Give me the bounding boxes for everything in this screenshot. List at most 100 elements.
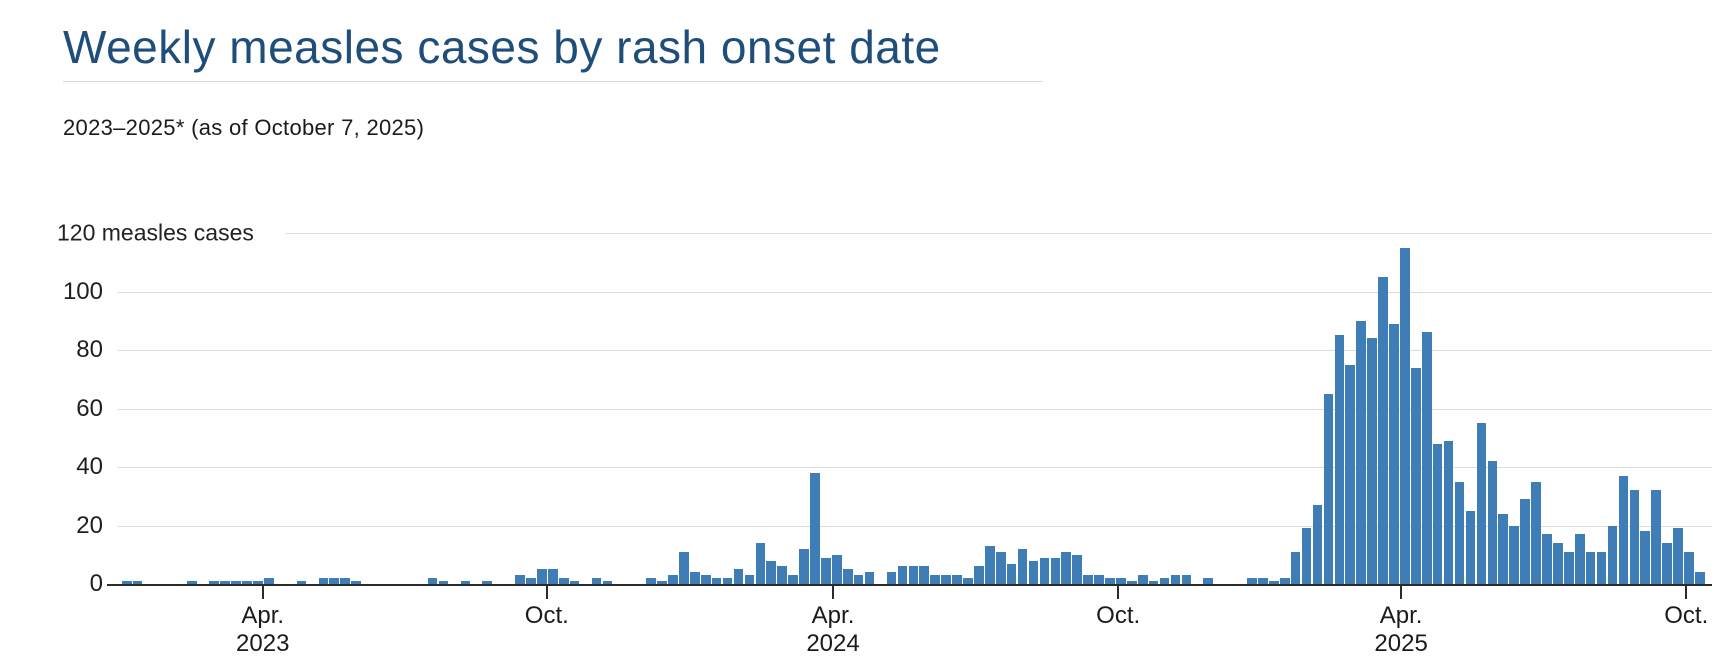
weekly-cases-bar[interactable]	[974, 566, 984, 584]
weekly-cases-bar[interactable]	[1290, 551, 1301, 584]
weekly-cases-bar[interactable]	[1279, 578, 1290, 584]
weekly-cases-bar[interactable]	[930, 575, 940, 584]
weekly-cases-bar[interactable]	[1323, 393, 1334, 584]
weekly-cases-bar[interactable]	[1389, 323, 1399, 584]
weekly-cases-bar[interactable]	[1531, 481, 1541, 584]
weekly-cases-bar[interactable]	[700, 575, 711, 584]
weekly-cases-bar[interactable]	[1312, 505, 1323, 584]
weekly-cases-bar[interactable]	[1411, 367, 1421, 584]
weekly-cases-bar[interactable]	[1301, 528, 1312, 584]
weekly-cases-bar[interactable]	[995, 551, 1006, 584]
weekly-cases-bar[interactable]	[602, 581, 613, 584]
weekly-cases-bar[interactable]	[657, 581, 667, 584]
weekly-cases-bar[interactable]	[1563, 551, 1574, 584]
weekly-cases-bar[interactable]	[853, 575, 864, 584]
weekly-cases-bar[interactable]	[1356, 320, 1367, 584]
weekly-cases-bar[interactable]	[1553, 543, 1563, 584]
weekly-cases-bar[interactable]	[690, 572, 700, 584]
weekly-cases-bar[interactable]	[1651, 490, 1661, 584]
weekly-cases-bar[interactable]	[1640, 531, 1651, 584]
weekly-cases-bar[interactable]	[1695, 572, 1705, 584]
weekly-cases-bar[interactable]	[777, 566, 787, 584]
weekly-cases-bar[interactable]	[253, 581, 263, 584]
weekly-cases-bar[interactable]	[1662, 543, 1672, 584]
weekly-cases-bar[interactable]	[558, 578, 569, 584]
weekly-cases-bar[interactable]	[646, 578, 656, 584]
weekly-cases-bar[interactable]	[1159, 578, 1170, 584]
weekly-cases-bar[interactable]	[460, 581, 471, 584]
weekly-cases-bar[interactable]	[1247, 578, 1257, 584]
weekly-cases-bar[interactable]	[1400, 247, 1410, 584]
weekly-cases-bar[interactable]	[296, 581, 307, 584]
weekly-cases-bar[interactable]	[1017, 548, 1028, 584]
weekly-cases-bar[interactable]	[668, 575, 678, 584]
weekly-cases-bar[interactable]	[799, 548, 809, 584]
weekly-cases-bar[interactable]	[1443, 440, 1454, 584]
weekly-cases-bar[interactable]	[755, 543, 766, 584]
weekly-cases-bar[interactable]	[1116, 578, 1126, 584]
weekly-cases-bar[interactable]	[679, 551, 689, 584]
weekly-cases-bar[interactable]	[121, 581, 132, 584]
weekly-cases-bar[interactable]	[963, 578, 973, 584]
weekly-cases-bar[interactable]	[547, 569, 558, 584]
weekly-cases-bar[interactable]	[1258, 578, 1268, 584]
weekly-cases-bar[interactable]	[1094, 575, 1104, 584]
weekly-cases-bar[interactable]	[1432, 443, 1443, 584]
weekly-cases-bar[interactable]	[722, 578, 733, 584]
weekly-cases-bar[interactable]	[1105, 578, 1115, 584]
weekly-cases-bar[interactable]	[1684, 551, 1694, 584]
weekly-cases-bar[interactable]	[263, 578, 274, 584]
weekly-cases-bar[interactable]	[810, 472, 820, 584]
weekly-cases-bar[interactable]	[1378, 276, 1388, 584]
weekly-cases-bar[interactable]	[1673, 528, 1683, 584]
weekly-cases-bar[interactable]	[1607, 525, 1618, 584]
weekly-cases-bar[interactable]	[952, 575, 962, 584]
weekly-cases-bar[interactable]	[886, 572, 897, 584]
weekly-cases-bar[interactable]	[220, 581, 230, 584]
weekly-cases-bar[interactable]	[744, 575, 755, 584]
weekly-cases-bar[interactable]	[1006, 563, 1017, 584]
weekly-cases-bar[interactable]	[329, 578, 340, 584]
weekly-cases-bar[interactable]	[864, 572, 875, 584]
weekly-cases-bar[interactable]	[1596, 551, 1607, 584]
weekly-cases-bar[interactable]	[1137, 575, 1148, 584]
weekly-cases-bar[interactable]	[1465, 510, 1476, 584]
weekly-cases-bar[interactable]	[984, 545, 995, 584]
weekly-cases-bar[interactable]	[1203, 578, 1214, 584]
weekly-cases-bar[interactable]	[788, 575, 798, 584]
weekly-cases-bar[interactable]	[1083, 575, 1093, 584]
weekly-cases-bar[interactable]	[842, 569, 853, 584]
weekly-cases-bar[interactable]	[569, 581, 580, 584]
weekly-cases-bar[interactable]	[482, 581, 493, 584]
weekly-cases-bar[interactable]	[1148, 581, 1159, 584]
weekly-cases-bar[interactable]	[1334, 335, 1345, 584]
weekly-cases-bar[interactable]	[187, 581, 198, 584]
weekly-cases-bar[interactable]	[242, 581, 252, 584]
weekly-cases-bar[interactable]	[340, 578, 351, 584]
weekly-cases-bar[interactable]	[1345, 364, 1356, 584]
weekly-cases-bar[interactable]	[941, 575, 951, 584]
weekly-cases-bar[interactable]	[1367, 338, 1377, 584]
weekly-cases-bar[interactable]	[1421, 332, 1432, 584]
weekly-cases-bar[interactable]	[1487, 461, 1498, 584]
weekly-cases-bar[interactable]	[897, 566, 908, 584]
weekly-cases-bar[interactable]	[1585, 551, 1596, 584]
weekly-cases-bar[interactable]	[438, 581, 449, 584]
weekly-cases-bar[interactable]	[209, 581, 219, 584]
weekly-cases-bar[interactable]	[832, 554, 842, 584]
weekly-cases-bar[interactable]	[733, 569, 744, 584]
weekly-cases-bar[interactable]	[318, 578, 329, 584]
weekly-cases-bar[interactable]	[1574, 534, 1585, 584]
weekly-cases-bar[interactable]	[908, 566, 919, 584]
weekly-cases-bar[interactable]	[821, 557, 831, 584]
weekly-cases-bar[interactable]	[1509, 525, 1519, 584]
weekly-cases-bar[interactable]	[1181, 575, 1192, 584]
weekly-cases-bar[interactable]	[1498, 513, 1509, 584]
weekly-cases-bar[interactable]	[1618, 475, 1629, 584]
weekly-cases-bar[interactable]	[1039, 557, 1050, 584]
weekly-cases-bar[interactable]	[231, 581, 241, 584]
weekly-cases-bar[interactable]	[591, 578, 602, 584]
weekly-cases-bar[interactable]	[766, 560, 777, 584]
weekly-cases-bar[interactable]	[1454, 481, 1465, 584]
weekly-cases-bar[interactable]	[1542, 534, 1552, 584]
